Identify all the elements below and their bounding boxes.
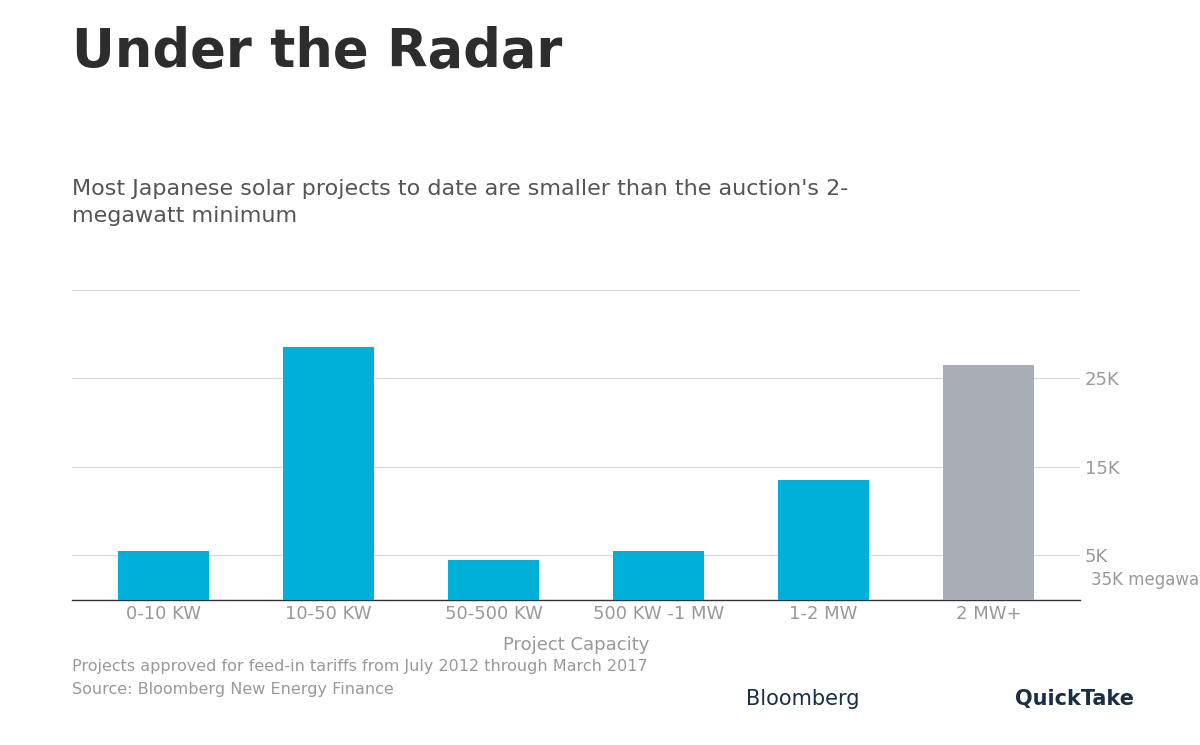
X-axis label: Project Capacity: Project Capacity (503, 636, 649, 654)
Text: Under the Radar: Under the Radar (72, 26, 563, 78)
Bar (943, 365, 1034, 600)
Text: Projects approved for feed-in tariffs from July 2012 through March 2017
Source: : Projects approved for feed-in tariffs fr… (72, 659, 648, 697)
Text: Most Japanese solar projects to date are smaller than the auction's 2-
megawatt : Most Japanese solar projects to date are… (72, 179, 848, 226)
Text: 35K megawatts: 35K megawatts (1091, 571, 1200, 589)
Bar (118, 551, 209, 600)
Bar (779, 480, 869, 600)
Bar (283, 347, 373, 600)
Text: Bloomberg: Bloomberg (746, 689, 860, 709)
Bar (448, 559, 539, 600)
Bar (613, 551, 704, 600)
Text: QuickTake: QuickTake (1015, 689, 1134, 709)
